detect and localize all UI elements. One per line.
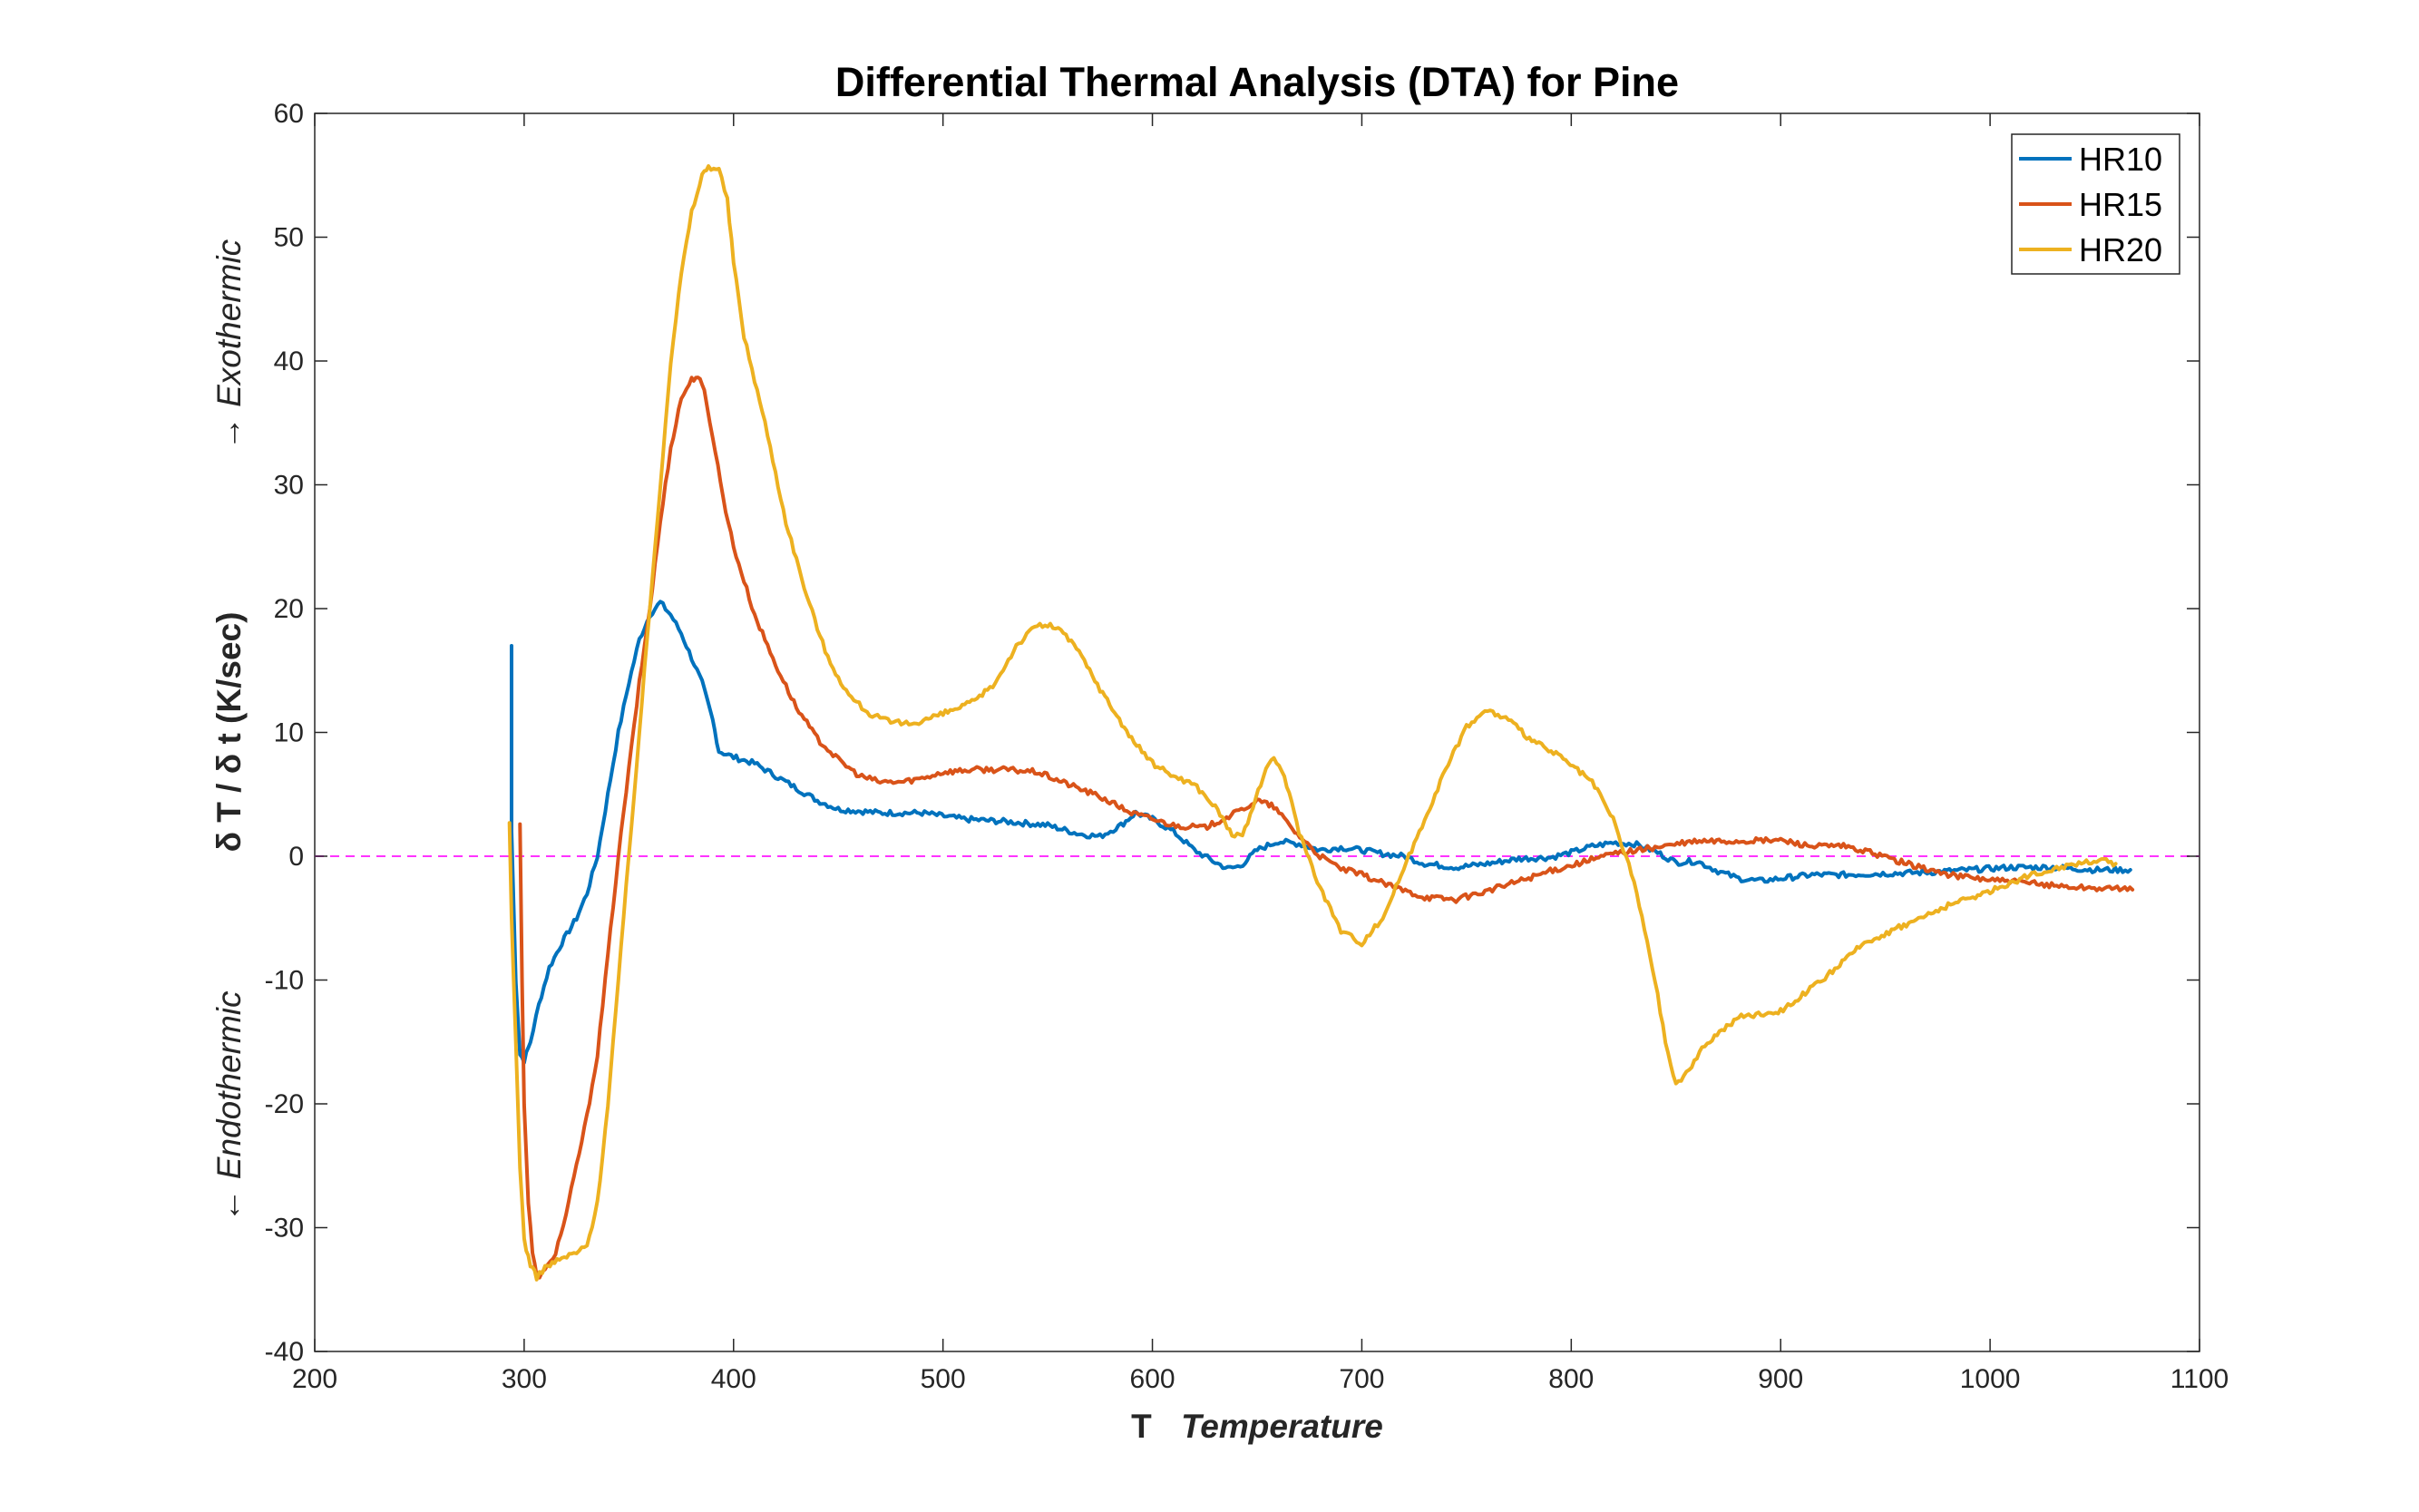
x-axis-label: T Temperature <box>1131 1408 1383 1445</box>
y-tick-label: -10 <box>265 966 304 996</box>
series-line-hr15 <box>518 376 2135 1280</box>
y-axis-label-exothermic: → Exothermic <box>210 239 248 450</box>
y-axis-labels: → Exothermic δ T / δ t (K/sec) ← Endothe… <box>210 239 248 1222</box>
y-tick-label: -40 <box>265 1337 304 1367</box>
series-group <box>507 164 2135 1282</box>
legend-label-hr15: HR15 <box>2079 186 2162 223</box>
series-line-hr10 <box>510 600 2132 1065</box>
plot-area: 200 300 400 500 600 700 800 900 1000 1100 -40-30-… <box>265 99 2229 1394</box>
y-tick-label: 20 <box>274 594 304 624</box>
x-tick-label: 900 <box>1758 1364 1803 1394</box>
y-tick-label: 10 <box>274 718 304 748</box>
y-tick-label: -20 <box>265 1089 304 1119</box>
x-tick-label: 600 <box>1130 1364 1175 1394</box>
x-axis-label-symbol: T <box>1131 1408 1152 1445</box>
x-tick-label: 1000 <box>1960 1364 2021 1394</box>
y-tick-label: 40 <box>274 346 304 376</box>
x-tick-label: 200 <box>292 1364 337 1394</box>
x-tick-label: 800 <box>1548 1364 1594 1394</box>
series-line-hr20 <box>507 164 2118 1282</box>
chart-title: Differential Thermal Analysis (DTA) for … <box>835 59 1679 105</box>
x-tick-label: 300 <box>502 1364 547 1394</box>
x-axis-label-text: Temperature <box>1181 1408 1383 1445</box>
x-tick-label: 1100 <box>2170 1364 2229 1394</box>
x-tick-label: 700 <box>1339 1364 1384 1394</box>
y-tick-label: 0 <box>288 842 304 872</box>
y-tick-label: 30 <box>274 471 304 501</box>
legend-label-hr20: HR20 <box>2079 231 2162 268</box>
legend-label-hr10: HR10 <box>2079 141 2162 178</box>
y-tick-label: 60 <box>274 99 304 129</box>
x-axis-ticks: 200 300 400 500 600 700 800 900 1000 1100 <box>292 113 2229 1394</box>
y-axis-label: δ T / δ t (K/sec) <box>210 612 248 853</box>
y-tick-label: -30 <box>265 1214 304 1244</box>
legend: HR10 HR15 HR20 <box>2011 133 2180 275</box>
x-tick-label: 500 <box>921 1364 966 1394</box>
x-tick-label: 400 <box>711 1364 756 1394</box>
plot-frame <box>314 112 2200 1352</box>
y-axis-label-endothermic: ← Endothermic <box>210 990 248 1222</box>
y-tick-label: 50 <box>274 223 304 253</box>
y-axis-ticks: -40 -30 -20 -10 0 10 20 30 40 50 60 <box>265 99 2200 1367</box>
